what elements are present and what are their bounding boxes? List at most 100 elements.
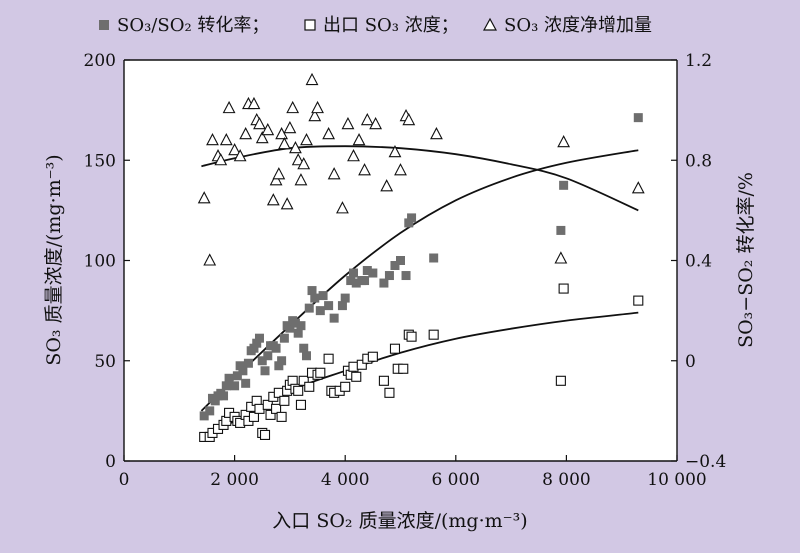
so3-increase-point <box>322 126 336 140</box>
x-tick-label: 10 000 <box>647 470 706 490</box>
so3-increase-point <box>261 122 275 136</box>
outlet-so3-point <box>298 375 309 386</box>
so3-increase-point <box>430 126 443 140</box>
so3-increase-point <box>283 120 297 134</box>
y2-axis-title: SO₃−SO₂ 转化率/% <box>735 172 757 348</box>
outlet-so3-point <box>340 381 351 392</box>
so3-increase-point <box>305 72 319 86</box>
y2-tick-label: 0 <box>685 352 696 372</box>
y2-tick-label: 0.8 <box>685 151 712 171</box>
conversion-rate-point <box>232 371 242 381</box>
y2-tick-label: 1.2 <box>685 51 712 71</box>
conversion-rate-point <box>315 306 325 316</box>
conversion-rate-point <box>318 291 328 301</box>
outlet-so3-point <box>378 375 389 386</box>
conversion-rate-point <box>290 318 300 328</box>
outlet-so3-point <box>293 385 304 396</box>
outlet-so3-point <box>398 363 409 374</box>
open-triangle-icon <box>482 17 498 31</box>
so3-increase-point <box>352 133 366 146</box>
legend: SO₃/SO₂ 转化率； 出口 SO₃ 浓度； SO₃ 浓度净增加量 <box>99 15 652 36</box>
outlet-so3-point <box>276 411 287 422</box>
outlet-so3-point <box>248 411 260 422</box>
conversion-rate-point <box>307 286 317 296</box>
so3-increase-point <box>277 137 291 150</box>
conversion-rate-point <box>263 351 273 361</box>
so3-increase-point <box>255 131 269 144</box>
conversion-rate-point <box>274 361 284 371</box>
so3-increase-point <box>341 116 355 130</box>
so3-increase-point <box>297 157 311 170</box>
conversion-rate-point <box>384 271 394 281</box>
so3-increase-point <box>203 253 217 266</box>
conversion-rate-point <box>348 268 358 278</box>
y-tick-label: 100 <box>84 252 116 272</box>
conversion-rate-point <box>230 381 240 391</box>
conversion-rate-point <box>301 351 311 361</box>
conversion-rate-point <box>221 381 231 391</box>
so3-increase-point <box>233 149 247 162</box>
x-tick-label: 4 000 <box>321 470 370 490</box>
y2-tick-label: −0.4 <box>685 452 726 472</box>
conversion-rate-point <box>556 225 566 235</box>
so3-increase-point <box>228 143 242 156</box>
so3-increase-point <box>380 179 394 192</box>
conversion-rate-point <box>296 321 306 331</box>
so3-increase-point <box>360 112 374 126</box>
so3-increase-point <box>369 116 383 130</box>
so3-increase-point <box>308 108 322 122</box>
conversion-rate-point <box>633 113 643 123</box>
conversion-rate-point <box>285 323 295 333</box>
conversion-rate-point <box>390 261 400 271</box>
conversion-rate-point <box>360 276 370 286</box>
conversion-rate-point <box>404 218 414 228</box>
conversion-rate-point <box>329 313 339 323</box>
outlet-so3-point <box>389 343 401 354</box>
outlet-so3-point <box>315 367 326 378</box>
outlet-so3-point <box>351 371 362 382</box>
conversion-rate-point <box>199 411 209 421</box>
conversion-rate-point <box>205 406 215 416</box>
so3-increase-point <box>402 112 416 126</box>
so3-increase-point <box>206 133 219 146</box>
so3-increase-point <box>280 197 294 210</box>
y-tick-label: 0 <box>105 452 116 472</box>
conversion-rate-point <box>429 253 439 263</box>
so3-increase-point <box>300 133 313 146</box>
so3-increase-point <box>286 100 300 114</box>
filled-square-icon <box>99 20 109 30</box>
outlet-so3-point <box>367 351 378 362</box>
outlet-so3-point <box>406 331 417 342</box>
so3-increase-point <box>247 96 261 110</box>
outlet-so3-point <box>428 329 439 340</box>
so3-increase-point <box>289 141 302 154</box>
outlet-so3-point <box>558 283 569 294</box>
so3-increase-point <box>388 145 402 158</box>
so3-increase-point <box>336 201 349 214</box>
conversion-rate-point <box>243 358 253 368</box>
so3-increase-point <box>631 181 645 194</box>
outlet-so3-point <box>384 387 395 398</box>
conversion-rate-point <box>254 333 264 343</box>
so3-increase-point <box>253 116 266 130</box>
conversion-rate-point <box>293 328 303 338</box>
so3-increase-point <box>275 126 289 140</box>
conversion-rate-point <box>299 343 309 353</box>
conversion-rate-point <box>401 271 411 281</box>
conversion-rate-point <box>379 278 389 288</box>
x-axis-title: 入口 SO₂ 质量浓度/(mg·m⁻³) <box>272 510 527 532</box>
conversion-rate-point <box>224 373 234 383</box>
outlet-so3-point <box>555 375 566 386</box>
increase-fit-line <box>201 145 639 212</box>
y-tick-label: 200 <box>84 51 116 71</box>
so3-increase-point <box>222 100 236 114</box>
so3-increase-point <box>197 191 211 204</box>
x-tick-label: 2 000 <box>210 470 259 490</box>
conversion-rate-point <box>304 303 314 313</box>
conversion-rate-point <box>210 396 220 406</box>
conversion-rate-point <box>260 366 270 376</box>
axis-ticks: 0 2 000 4 000 6 000 8 000 10 000 0 50 100 150 200 −… <box>84 51 727 490</box>
outlet-so3-point <box>304 381 315 392</box>
conversion-rate-point <box>407 213 417 223</box>
so3-increase-point <box>327 167 341 180</box>
